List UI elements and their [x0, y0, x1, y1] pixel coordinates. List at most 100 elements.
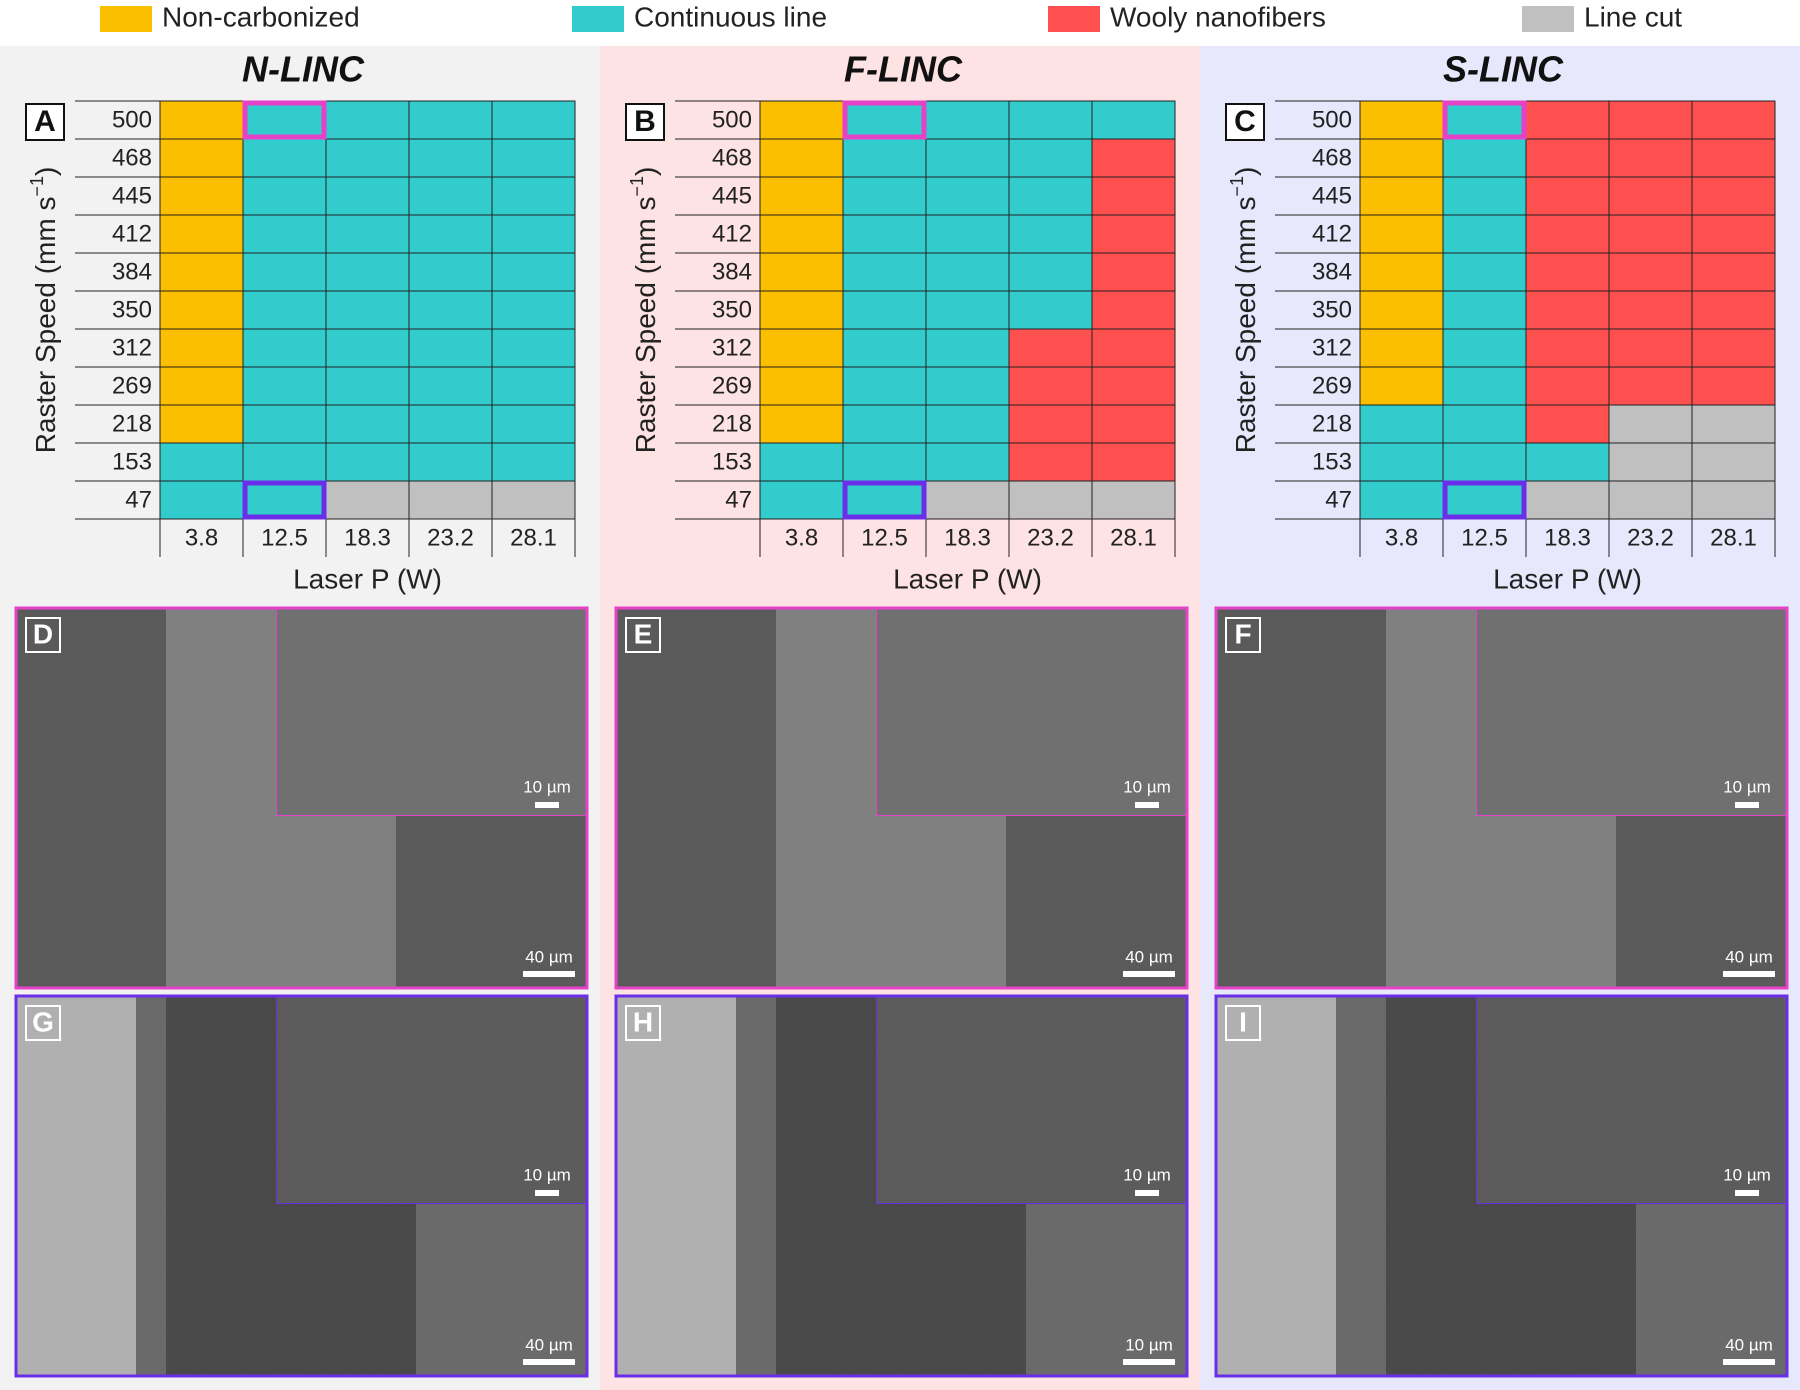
- grid-cell: [242, 176, 327, 216]
- grid-cell: [925, 480, 1010, 520]
- grid-cell: [1359, 366, 1444, 406]
- y-axis-label-main: Raster Speed (mm s: [30, 197, 61, 454]
- panel-letter: A: [34, 105, 56, 138]
- grid-cell: [1691, 290, 1776, 330]
- grid-cell: [759, 442, 844, 482]
- grid-cell: [1359, 176, 1444, 216]
- grid-cell: [491, 214, 576, 254]
- grid-cell: [1008, 100, 1093, 140]
- sem-border: [614, 606, 1189, 990]
- sem-image: F 10 µm 40 µm: [1214, 606, 1789, 990]
- grid-cell: [159, 480, 244, 520]
- grid-cell: [491, 252, 576, 292]
- scale-label-inset: 10 µm: [1723, 1165, 1771, 1184]
- grid-cell: [842, 480, 927, 520]
- grid-cell: [159, 214, 244, 254]
- row-label: 412: [1312, 220, 1352, 247]
- grid-cell: [1442, 404, 1527, 444]
- y-axis-label: Raster Speed (mm s−1): [627, 167, 662, 454]
- grid-cell: [159, 138, 244, 178]
- row-label: 384: [112, 258, 152, 285]
- grid-cell: [842, 176, 927, 216]
- legend-label: Continuous line: [634, 1, 827, 32]
- grid-cell: [925, 366, 1010, 406]
- grid-cell: [925, 176, 1010, 216]
- row-label: 312: [1312, 334, 1352, 361]
- row-label: 218: [112, 410, 152, 437]
- grid-cell: [1091, 404, 1176, 444]
- sem-edge: [616, 996, 736, 1376]
- grid-cell: [491, 366, 576, 406]
- scale-label-main: 40 µm: [525, 1335, 573, 1354]
- scale-label-main: 40 µm: [525, 947, 573, 966]
- grid-cell: [1525, 366, 1610, 406]
- grid-cell: [925, 328, 1010, 368]
- grid-cell: [1691, 480, 1776, 520]
- grid-cell: [242, 138, 327, 178]
- scale-label-main: 40 µm: [1725, 947, 1773, 966]
- row-label: 468: [712, 144, 752, 171]
- legend-swatch: [1048, 6, 1100, 32]
- scale-label-inset: 10 µm: [1123, 777, 1171, 796]
- grid-cell: [1525, 404, 1610, 444]
- grid-cell: [1691, 138, 1776, 178]
- row-label: 412: [712, 220, 752, 247]
- sem-border: [14, 994, 589, 1378]
- grid-cell: [842, 290, 927, 330]
- row-label: 384: [712, 258, 752, 285]
- grid-cell: [1525, 100, 1610, 140]
- grid-cell: [1008, 328, 1093, 368]
- grid-cell: [1525, 214, 1610, 254]
- grid-cell: [408, 404, 493, 444]
- scale-bar-main: [523, 1359, 575, 1365]
- sem-edge: [1216, 996, 1336, 1376]
- grid-cell: [242, 252, 327, 292]
- scale-bar-main: [1123, 1359, 1175, 1365]
- panel-letter-box: [625, 103, 665, 141]
- grid-cell: [1608, 480, 1693, 520]
- grid-cell: [1525, 328, 1610, 368]
- grid-cell: [491, 328, 576, 368]
- grid-cell: [1359, 442, 1444, 482]
- grid-cell: [759, 252, 844, 292]
- grid-cell: [1442, 290, 1527, 330]
- grid-cell: [1008, 214, 1093, 254]
- grid-cell: [1525, 252, 1610, 292]
- scale-label-inset: 10 µm: [523, 1165, 571, 1184]
- grid-cell: [1091, 480, 1176, 520]
- grid-cell: [1525, 480, 1610, 520]
- sem-image: D 10 µm 40 µm: [14, 606, 589, 990]
- y-axis-label-sup: −1: [627, 176, 647, 197]
- grid-cell: [925, 404, 1010, 444]
- grid-cell: [1008, 366, 1093, 406]
- grid-cell: [842, 252, 927, 292]
- grid-cell: [1442, 442, 1527, 482]
- scale-bar-inset: [1735, 1190, 1759, 1196]
- scale-label-main: 40 µm: [1125, 947, 1173, 966]
- image-letter-box: [625, 617, 661, 653]
- grid-cell: [1091, 442, 1176, 482]
- sem-inset: [875, 607, 1188, 817]
- row-label: 218: [1312, 410, 1352, 437]
- highlight-box: [1442, 100, 1527, 140]
- grid-cell: [925, 252, 1010, 292]
- grid-cell: [1359, 252, 1444, 292]
- panel-title: S-LINC: [1443, 49, 1564, 90]
- row-label: 384: [1312, 258, 1352, 285]
- col-label: 28.1: [1110, 524, 1157, 551]
- grid-cell: [242, 442, 327, 482]
- sem-border: [614, 994, 1189, 1378]
- row-label: 412: [112, 220, 152, 247]
- row-label: 350: [112, 296, 152, 323]
- row-label: 500: [1312, 106, 1352, 133]
- x-axis-label: Laser P (W): [893, 563, 1042, 594]
- grid-cell: [491, 100, 576, 140]
- grid-cell: [408, 480, 493, 520]
- grid-cell: [408, 290, 493, 330]
- image-letter-box: [625, 1005, 661, 1041]
- legend-swatch: [1522, 6, 1574, 32]
- grid-cell: [1008, 404, 1093, 444]
- col-label: 23.2: [427, 524, 474, 551]
- grid-cell: [325, 290, 410, 330]
- row-label: 445: [712, 182, 752, 209]
